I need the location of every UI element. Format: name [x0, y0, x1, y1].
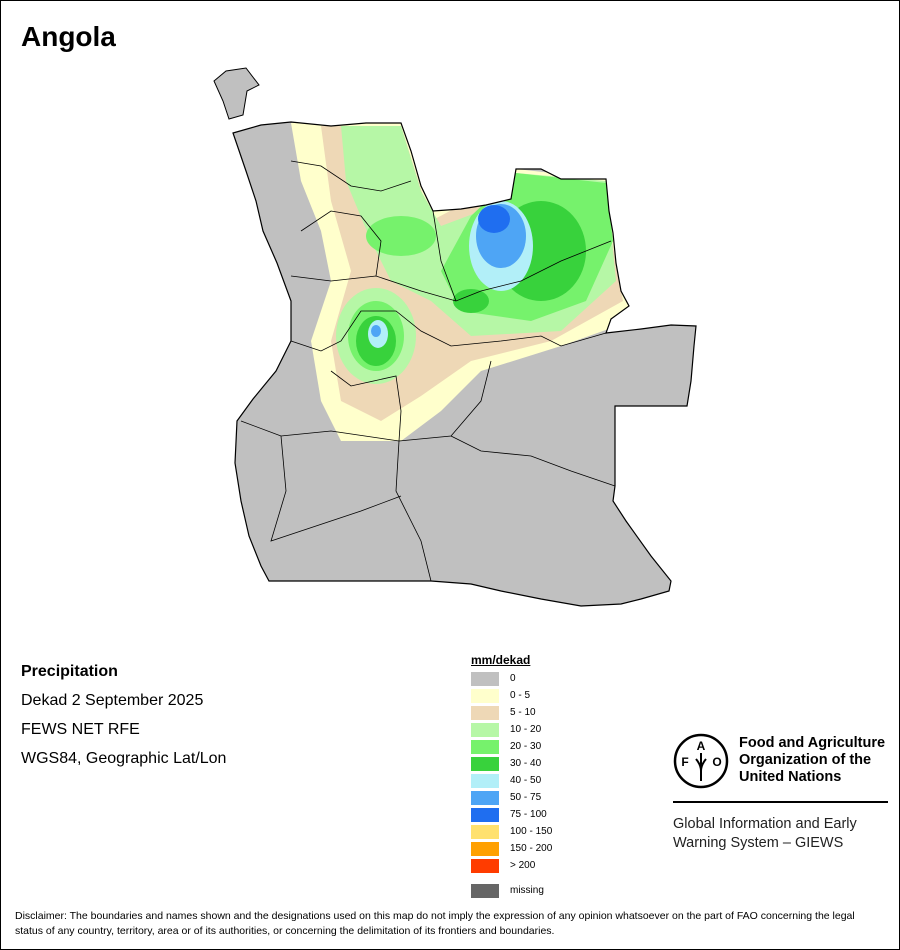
fao-logo-block: A F O Food and Agriculture Organization …: [673, 733, 888, 851]
legend-item: 30 - 40: [471, 755, 552, 772]
disclaimer: Disclaimer: The boundaries and names sho…: [15, 910, 855, 937]
legend-label: 0 - 5: [510, 690, 531, 701]
legend-swatch: [471, 883, 499, 898]
divider: [673, 801, 888, 803]
legend-item-missing: missing: [471, 882, 552, 899]
legend-item: 5 - 10: [471, 704, 552, 721]
legend-item: 100 - 150: [471, 823, 552, 840]
map-info: Precipitation Dekad 2 September 2025 FEW…: [21, 657, 226, 773]
legend-item: 50 - 75: [471, 789, 552, 806]
legend-swatch: [471, 756, 499, 771]
legend-item: 20 - 30: [471, 738, 552, 755]
legend-swatch: [471, 790, 499, 805]
legend-swatch: [471, 773, 499, 788]
legend-title: mm/dekad: [471, 653, 531, 667]
info-source: FEWS NET RFE: [21, 721, 140, 738]
legend-label: 100 - 150: [510, 826, 553, 837]
map-title: Angola: [21, 21, 116, 52]
legend-item: 0: [471, 670, 552, 687]
precipitation-map: [213, 67, 697, 607]
legend-swatch: [471, 841, 499, 856]
legend-item: 10 - 20: [471, 721, 552, 738]
admin-boundaries: [232, 121, 697, 607]
legend: mm/dekad 0 0 - 5 5 - 10 10 - 20 20 - 30 30 - …: [471, 653, 552, 899]
legend-label: 20 - 30: [510, 741, 542, 752]
legend-label: missing: [510, 885, 544, 896]
cabinda-exclave: [213, 67, 260, 120]
giews-name: Global Information and Early Warning Sys…: [673, 816, 857, 851]
legend-label: 50 - 75: [510, 792, 542, 803]
legend-swatch: [471, 807, 499, 822]
legend-item: > 200: [471, 857, 552, 874]
legend-swatch: [471, 739, 499, 754]
svg-text:A: A: [697, 739, 706, 753]
legend-label: 40 - 50: [510, 775, 542, 786]
rainfall-field: [233, 122, 696, 606]
legend-item: 40 - 50: [471, 772, 552, 789]
legend-label: 150 - 200: [510, 843, 553, 854]
fao-org-name: Food and Agriculture Organization of the…: [739, 735, 886, 785]
fao-emblem-icon: A F O: [673, 733, 729, 789]
svg-text:F: F: [681, 755, 688, 769]
legend-swatch: [471, 705, 499, 720]
info-heading: Precipitation: [21, 663, 118, 680]
legend-swatch: [471, 671, 499, 686]
legend-label: 10 - 20: [510, 724, 542, 735]
legend-item: 75 - 100: [471, 806, 552, 823]
info-projection: WGS84, Geographic Lat/Lon: [21, 750, 227, 767]
legend-swatch: [471, 722, 499, 737]
legend-swatch: [471, 824, 499, 839]
legend-label: 30 - 40: [510, 758, 542, 769]
legend-swatch: [471, 858, 499, 873]
legend-label: 75 - 100: [510, 809, 547, 820]
legend-item: 150 - 200: [471, 840, 552, 857]
legend-swatch: [471, 688, 499, 703]
info-period: Dekad 2 September 2025: [21, 692, 204, 709]
legend-item: 0 - 5: [471, 687, 552, 704]
legend-label: 5 - 10: [510, 707, 536, 718]
svg-text:O: O: [712, 755, 721, 769]
legend-label: 0: [510, 673, 516, 684]
legend-label: > 200: [510, 860, 536, 871]
